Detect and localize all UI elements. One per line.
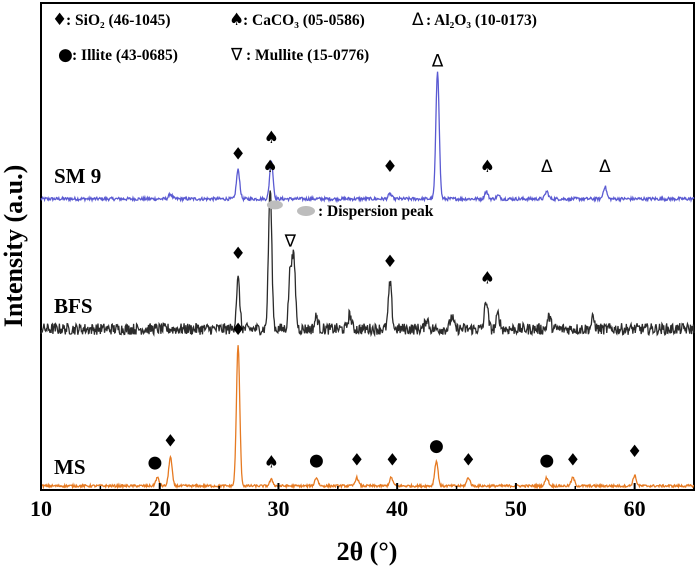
series-layer — [40, 71, 695, 490]
peak-marker: ♦ — [385, 450, 400, 470]
dispersion-peak-legend-marker — [297, 206, 315, 216]
x-tick-label: 10 — [30, 496, 52, 521]
legend-mullite-symbol: ∇ — [230, 45, 243, 65]
peak-marker: ♠ — [263, 157, 278, 177]
x-tick-label: 60 — [624, 496, 646, 521]
peak-marker: Δ — [432, 52, 444, 72]
peak-marker: ♦ — [230, 145, 245, 165]
legend-mullite-label: : Mullite (15-0776) — [246, 47, 369, 64]
dispersion-peak-legend-label: : Dispersion peak — [318, 203, 434, 220]
peak-marker: ♦ — [382, 252, 397, 272]
dispersion-peak-marker — [266, 200, 283, 210]
series-label-sm9: SM 9 — [54, 164, 101, 188]
peak-marker: Δ — [599, 157, 611, 177]
peak-marker: ● — [539, 450, 554, 470]
peak-marker: ♠ — [480, 157, 495, 177]
peak-marker: ∇ — [284, 231, 297, 251]
plot-frame — [40, 2, 695, 491]
series-line-ms — [40, 345, 695, 490]
peak-marker-layer: ♦♠♦Δ♠ Δ Δ♦♠∇♦♠●♦♦♠ ● ♦ ♦●♦ ● ♦ ♦ — [148, 52, 643, 473]
peak-marker: ♠ — [264, 128, 279, 148]
peak-marker: ♦ — [230, 244, 245, 264]
legend-sio2-label: : SiO₂ (46-1045) — [66, 12, 171, 29]
peak-marker: ♦ — [230, 320, 245, 340]
legend-caco3-symbol: ♠ — [229, 10, 244, 30]
x-tick-label: 50 — [505, 496, 527, 521]
peak-marker: ♦ — [461, 450, 476, 470]
legend-illite-label: : Illite (43-0685) — [72, 47, 178, 64]
x-axis: 10 20 30 40 50 60 — [30, 483, 646, 521]
peak-marker: ● — [309, 450, 324, 470]
legend-caco3-label: : CaCO₃ (05-0586) — [243, 12, 365, 29]
peak-marker: ♦ — [349, 450, 364, 470]
peak-marker: ♦ — [565, 450, 580, 470]
x-tick-label: 30 — [267, 496, 289, 521]
legend-illite-symbol: ● — [58, 45, 73, 65]
peak-marker: ♦ — [627, 442, 642, 462]
peak-marker: Δ — [541, 157, 553, 177]
series-line-bfs — [40, 190, 695, 338]
series-label-bfs: BFS — [54, 294, 93, 318]
peak-marker: ♦ — [382, 157, 397, 177]
y-axis-title: Intensity (a.u.) — [0, 165, 28, 328]
legend-sio2-symbol: ♦ — [52, 10, 67, 30]
series-label-ms: MS — [54, 455, 86, 479]
legend-al2o3-symbol: Δ — [412, 10, 424, 30]
peak-marker: ♦ — [163, 432, 178, 452]
peak-marker: ● — [429, 436, 444, 456]
legend-al2o3-label: : Al₂O₃ (10-0173) — [426, 12, 537, 29]
peak-marker: ♠ — [264, 452, 279, 472]
legend: ♦ : SiO₂ (46-1045) ♠ : CaCO₃ (05-0586) Δ… — [52, 10, 537, 65]
series-line-sm9 — [40, 71, 695, 204]
x-axis-title: 2θ (°) — [337, 537, 398, 566]
peak-marker: ♠ — [480, 269, 495, 289]
x-tick-label: 40 — [386, 496, 408, 521]
peak-marker: ● — [148, 452, 163, 472]
x-tick-label: 20 — [149, 496, 171, 521]
